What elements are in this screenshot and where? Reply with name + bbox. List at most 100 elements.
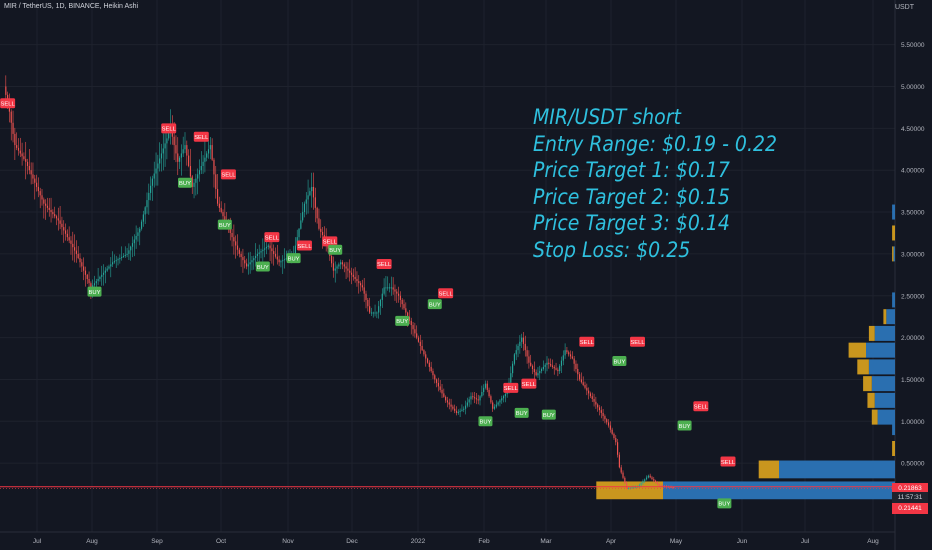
candle-body <box>540 368 543 372</box>
candle-body <box>84 270 87 275</box>
candle-body <box>46 205 49 208</box>
candle-body <box>206 153 208 158</box>
candle-body <box>23 156 25 160</box>
signal-sell-badge <box>296 240 312 251</box>
y-tick-label: 0.50000 <box>901 461 925 468</box>
candle-body <box>90 283 92 288</box>
candle-body <box>45 203 47 206</box>
candle-body <box>611 429 613 434</box>
candle-body <box>535 372 537 376</box>
candle-body <box>260 251 262 253</box>
candle-body <box>345 266 347 269</box>
candle-body <box>12 122 14 134</box>
candle-body <box>522 337 525 344</box>
price-axis-unit: USDT <box>894 4 914 11</box>
candle-body <box>369 306 371 313</box>
candle-body <box>142 214 144 222</box>
candle-body <box>14 133 16 146</box>
candle-body <box>236 245 239 250</box>
candle-body <box>93 283 96 286</box>
annotation-line-6: Stop Loss: $0.25 <box>533 237 691 262</box>
signal-sell-badge <box>521 378 537 389</box>
candle-body <box>629 487 631 489</box>
signal-sell-label: SELL <box>1 102 16 108</box>
candle-body <box>28 166 30 171</box>
candle-body <box>428 362 430 367</box>
signal-sell-label: SELL <box>630 340 645 346</box>
candle-body <box>483 387 485 393</box>
candle-body <box>318 218 320 229</box>
candle-body <box>446 400 449 403</box>
volume-profile-bar <box>857 359 869 375</box>
candle-body <box>124 254 126 256</box>
candle-body <box>83 266 85 271</box>
candle-body <box>186 145 188 156</box>
signal-buy-label: BUY <box>257 265 269 271</box>
candle-body <box>430 366 432 372</box>
candle-body <box>481 392 483 397</box>
candle-body <box>502 396 505 399</box>
candle-body <box>247 264 249 267</box>
x-tick-label: Aug <box>867 538 879 545</box>
candle-body <box>151 178 154 186</box>
candle-body <box>490 396 492 403</box>
signal-sell-badge <box>630 336 645 347</box>
candle-body <box>131 243 134 247</box>
candle-body <box>126 253 128 255</box>
candle-body <box>195 178 197 183</box>
candle-body <box>19 150 21 154</box>
candle-body <box>651 477 653 480</box>
candle-body <box>493 406 496 409</box>
candle-body <box>148 192 150 201</box>
candle-body <box>314 197 316 208</box>
candle-body <box>374 312 376 314</box>
candle-body <box>396 291 398 294</box>
candle-body <box>624 477 626 484</box>
candle-body <box>600 410 602 413</box>
candle-body <box>421 345 423 351</box>
x-tick-label: Mar <box>540 538 552 545</box>
candle-body <box>168 133 170 139</box>
candle-body <box>160 153 163 159</box>
volume-profile-bar <box>848 342 866 358</box>
volume-profile-bar <box>877 409 895 425</box>
candle-body <box>615 438 617 443</box>
candle-body <box>341 262 344 265</box>
candle-body <box>626 483 628 489</box>
candle-body <box>392 287 394 290</box>
candle-body <box>265 246 268 249</box>
volume-profile-bar <box>883 309 887 325</box>
symbol-header[interactable]: MIR / TetherUS, 1D, BINANCE, Heikin Ashi <box>4 3 139 10</box>
candle-body <box>108 266 110 269</box>
candle-body <box>506 392 508 395</box>
candle-body <box>410 320 412 326</box>
candle-body <box>524 343 526 351</box>
signal-buy-badge <box>612 356 627 367</box>
candle-body <box>302 212 304 221</box>
candle-body <box>198 170 201 175</box>
candle-body <box>106 268 108 271</box>
candle-body <box>566 350 568 353</box>
candle-body <box>638 484 640 487</box>
candle-body <box>383 287 385 294</box>
candle-body <box>150 185 152 193</box>
candle-body <box>113 261 116 263</box>
candle-body <box>537 373 539 376</box>
candle-body <box>278 259 280 263</box>
candle-body <box>128 250 130 254</box>
candle-body <box>472 396 474 398</box>
candle-body <box>519 341 521 346</box>
signal-sell-badge <box>193 131 209 142</box>
candle-body <box>414 329 416 334</box>
candle-body <box>140 221 143 229</box>
signal-buy-label: BUY <box>679 424 691 430</box>
volume-profile-bar <box>596 481 663 500</box>
candle-body <box>258 252 260 254</box>
candle-body <box>653 479 655 481</box>
signal-buy-badge <box>478 416 493 427</box>
signal-buy-badge <box>328 244 343 255</box>
candle-body <box>551 365 554 367</box>
candle-body <box>222 212 224 217</box>
candle-body <box>218 203 220 208</box>
